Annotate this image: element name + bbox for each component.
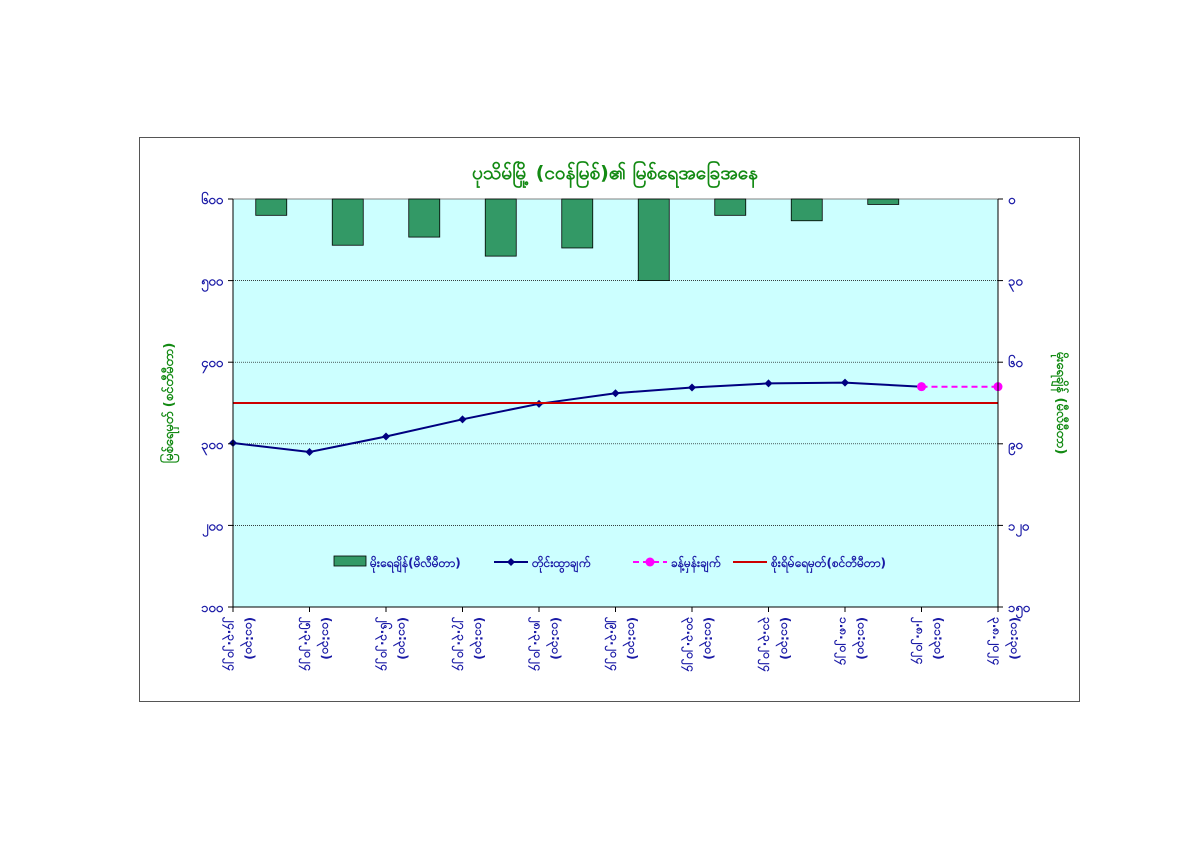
x-tick-label: ၃.၈.၂၀၂၄ (၀၁:၃၀) (986, 617, 1022, 665)
right-tick-label: ၀ (1008, 193, 1016, 208)
x-tick-date: ၃၁.၃.၂၀၂၄ (757, 617, 775, 672)
x-tick-time: (၀၁:၃၀) (469, 617, 487, 660)
right-tick-label: ၁၂၀ (1008, 519, 1030, 537)
x-tick-time: (၀၁:၃၀) (851, 617, 869, 660)
left-tick-label: ၃၀၀ (201, 438, 224, 456)
legend: မိုးရေချိန်(မီလီမီတာ) တိုင်းထွာချက် ခန့်မှ… (333, 554, 886, 574)
chart-frame: ပုသိမ်မြို့ (ငဝန်မြစ်)၏ မြစ်ရေအခြေအနေ ၆၀… (139, 137, 1080, 702)
gridlines (233, 280, 998, 526)
series-lines (229, 378, 1003, 456)
x-tick-date: ၂.၈.၂၀၂၄ (910, 616, 928, 664)
left-tick-label: ၅၀၀ (201, 275, 224, 293)
legend-marker (645, 557, 655, 567)
line-marker (458, 415, 467, 424)
series-line (232, 381, 922, 454)
legend-label: တိုင်းထွာချက် (531, 554, 591, 574)
x-tick-label: ၃၁.၃.၂၀၂၄ (၀၁:၃၀) (757, 617, 793, 672)
legend-label: မိုးရေချိန်(မီလီမီတာ) (369, 554, 461, 574)
x-tick-label: ၂.၈.၂၀၂၄ (၀၁:၃၀) (910, 616, 946, 664)
x-tick-date: ၂၅.၃.၂၀၂၄ (298, 616, 316, 671)
x-axis-ticks: ၂၄.၃.၂၀၂၄ (၀၁:၃၀) ၂၅.၃.၂၀၂၄ (၀၁:၃၀) ၂၆.၃.၂၀၂… (221, 607, 1022, 672)
right-tick-label: ၉၀ (1008, 438, 1023, 456)
chart-svg: ပုသိမ်မြို့ (ငဝန်မြစ်)၏ မြစ်ရေအခြေအနေ ၆၀… (159, 159, 1070, 672)
x-tick-time: (၀၁:၃၀) (239, 617, 257, 660)
x-tick-time: (၀၁:၃၀) (622, 617, 640, 660)
line-marker (841, 378, 849, 387)
x-tick-label: ၁.၈.၂၀၂၄ (၀၁:၃၀) (833, 617, 869, 665)
rainfall-bar (790, 198, 823, 222)
x-tick-time: (၀၁:၃၀) (928, 617, 946, 660)
rainfall-bar (255, 198, 288, 216)
left-tick-label: ၆၀၀ (201, 191, 224, 208)
left-tick-label: ၁၀၀ (201, 601, 224, 616)
x-tick-date: ၂၄.၃.၂၀၂၄ (221, 616, 239, 671)
right-tick-label: ၆၀ (1008, 354, 1023, 371)
forecast-marker (917, 382, 926, 392)
x-tick-time: (၀၁:၃၀) (545, 617, 563, 660)
legend-item: တိုင်းထွာချက် (494, 554, 591, 574)
legend-label: စိုးရိမ်ရေမှတ်(စင်တီမီတာ) (770, 554, 886, 574)
rainfall-bar (484, 198, 517, 257)
legend-marker (507, 558, 515, 566)
rainfall-bar (408, 198, 441, 238)
x-tick-label: ၂၄.၃.၂၀၂၄ (၀၁:၃၀) (221, 616, 257, 671)
right-axis-title: မိုးရေချိန် (မီလီမီတာ) (1050, 352, 1070, 455)
line-marker (611, 389, 620, 398)
x-tick-time: (၀၁:၃၀) (392, 617, 410, 660)
x-tick-label: ၂၇.၃.၂၀၂၄ (၀၁:၃၀) (451, 616, 487, 671)
rainfall-bar (637, 198, 670, 281)
x-tick-time: (၀၁:၃၀) (775, 617, 793, 660)
x-tick-date: ၂၈.၃.၂၀၂၄ (527, 616, 545, 671)
legend-item: မိုးရေချိန်(မီလီမီတာ) (333, 554, 461, 574)
x-tick-label: ၂၅.၃.၂၀၂၄ (၀၁:၃၀) (298, 616, 334, 671)
x-tick-label: ၂၈.၃.၂၀၂၄ (၀၁:၃၀) (527, 616, 563, 671)
line-marker (305, 447, 314, 456)
rainfall-bar (561, 198, 594, 249)
x-tick-date: ၃.၈.၂၀၂၄ (986, 617, 1004, 665)
line-marker (764, 379, 773, 388)
legend-item: စိုးရိမ်ရေမှတ်(စင်တီမီတာ) (733, 554, 886, 574)
left-tick-label: ၄၀၀ (201, 356, 224, 374)
left-axis-title: မြစ်ရေမှတ် (စင်တီမီတာ) (159, 343, 180, 464)
x-tick-date: ၃၀.၃.၂၀၂၄ (680, 617, 698, 672)
x-tick-time: (၀၁:၃၀) (316, 617, 334, 660)
x-tick-label: ၃၀.၃.၂၀၂၄ (၀၁:၃၀) (680, 617, 716, 672)
chart-title: ပုသိမ်မြို့ (ငဝန်မြစ်)၏ မြစ်ရေအခြေအနေ (472, 159, 758, 189)
legend-swatch (333, 555, 367, 567)
x-tick-label: ၂၆.၃.၂၀၂၄ (၀၁:၃၀) (374, 616, 410, 671)
legend-label: ခန့်မှန်းချက် (671, 554, 721, 574)
x-tick-date: ၂၆.၃.၂၀၂၄ (374, 616, 394, 671)
rainfall-bar (331, 198, 364, 246)
right-tick-label: ၁၅၀ (1008, 601, 1031, 619)
rainfall-bar (867, 198, 900, 205)
x-tick-date: ၂၉.၃.၂၀၂၄ (604, 616, 622, 671)
right-tick-label: ၃၀ (1008, 275, 1023, 293)
line-marker (688, 383, 696, 392)
rainfall-bar (714, 198, 747, 216)
x-tick-label: ၂၉.၃.၂၀၂၄ (၀၁:၃၀) (604, 616, 640, 671)
x-tick-date: ၂၇.၃.၂၀၂၄ (451, 616, 469, 671)
x-tick-time: (၀၁:၃၀) (698, 617, 716, 660)
rainfall-bars (255, 198, 900, 281)
line-marker (382, 432, 390, 441)
x-tick-date: ၁.၈.၂၀၂၄ (833, 617, 851, 665)
x-tick-time: (၀၁:၃၀) (1004, 617, 1022, 660)
left-tick-label: ၂၀၀ (202, 519, 224, 537)
legend-item: ခန့်မှန်းချက် (633, 554, 721, 574)
